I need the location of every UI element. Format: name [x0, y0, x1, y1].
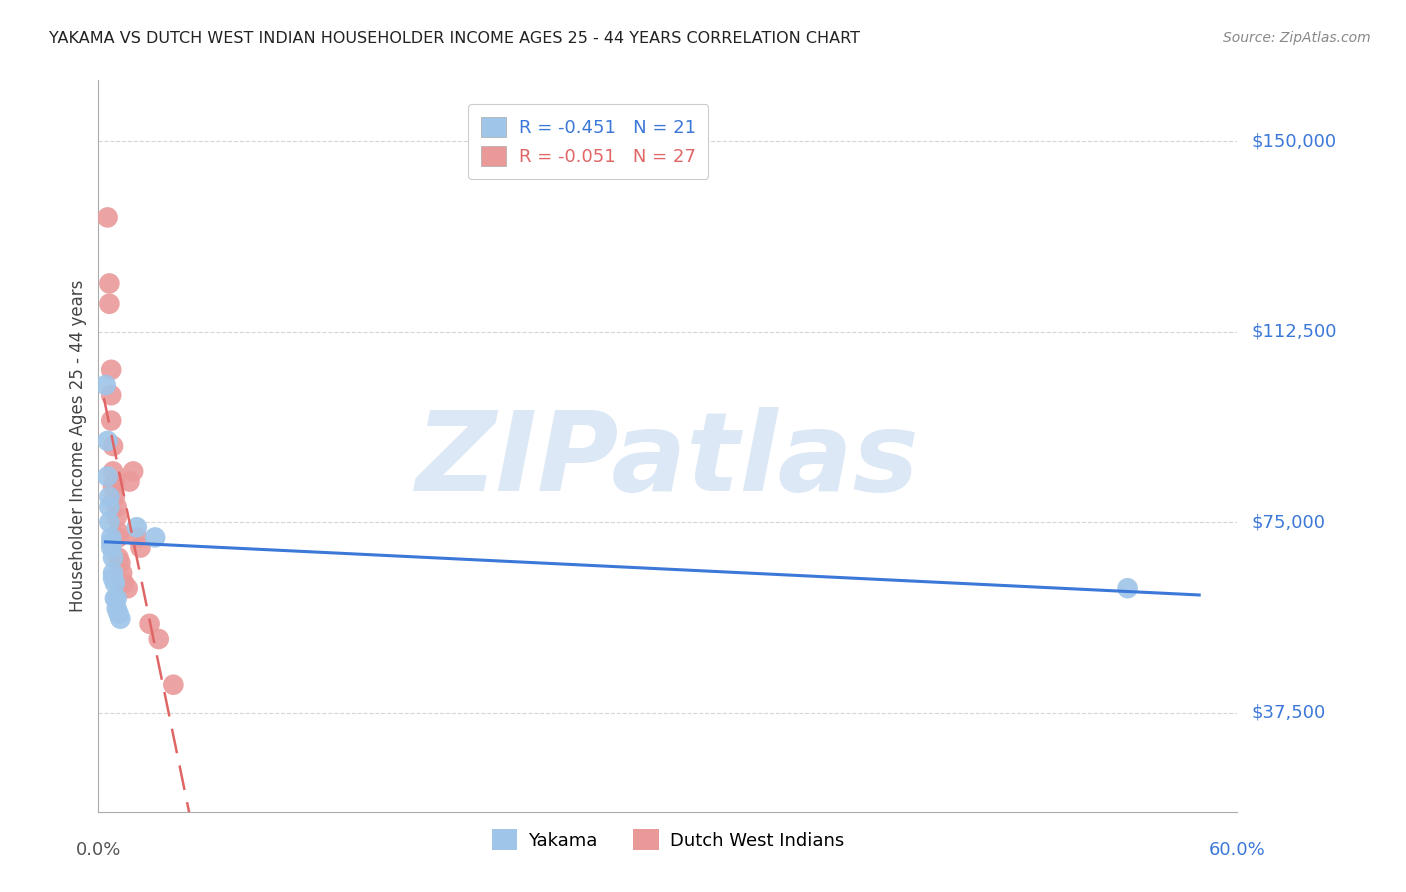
Point	[148, 632, 170, 646]
Point	[111, 566, 134, 580]
Point	[104, 576, 127, 591]
Point	[97, 469, 120, 483]
Point	[98, 500, 121, 514]
Point	[98, 297, 121, 311]
Point	[110, 612, 132, 626]
Point	[105, 500, 128, 514]
Text: $150,000: $150,000	[1251, 132, 1336, 150]
Point	[98, 515, 121, 529]
Point	[98, 277, 121, 291]
Point	[98, 490, 121, 504]
Point	[125, 520, 148, 534]
Point	[101, 480, 124, 494]
Point	[125, 530, 148, 544]
Text: $112,500: $112,500	[1251, 323, 1337, 341]
Point	[117, 581, 139, 595]
Point	[105, 591, 128, 606]
Point	[107, 550, 129, 565]
Point	[97, 211, 120, 225]
Point	[100, 530, 122, 544]
Point	[104, 490, 127, 504]
Text: ZIPatlas: ZIPatlas	[416, 407, 920, 514]
Point	[100, 535, 122, 549]
Point	[100, 363, 122, 377]
Point	[101, 571, 124, 585]
Point	[112, 576, 135, 591]
Point	[105, 510, 128, 524]
Point	[101, 550, 124, 565]
Text: $37,500: $37,500	[1251, 704, 1326, 722]
Point	[100, 388, 122, 402]
Point	[1116, 581, 1139, 595]
Point	[118, 475, 141, 489]
Point	[100, 414, 122, 428]
Text: 0.0%: 0.0%	[76, 841, 121, 859]
Point	[97, 434, 120, 448]
Point	[122, 464, 145, 478]
Point	[138, 616, 160, 631]
Point	[129, 541, 152, 555]
Point	[101, 464, 124, 478]
Text: $75,000: $75,000	[1251, 513, 1326, 532]
Text: 60.0%: 60.0%	[1209, 841, 1265, 859]
Point	[100, 541, 122, 555]
Legend: Yakama, Dutch West Indians: Yakama, Dutch West Indians	[485, 822, 851, 857]
Point	[101, 566, 124, 580]
Point	[107, 525, 129, 540]
Point	[110, 556, 132, 570]
Point	[94, 378, 117, 392]
Point	[101, 439, 124, 453]
Point	[107, 607, 129, 621]
Point	[143, 530, 166, 544]
Point	[104, 591, 127, 606]
Text: YAKAMA VS DUTCH WEST INDIAN HOUSEHOLDER INCOME AGES 25 - 44 YEARS CORRELATION CH: YAKAMA VS DUTCH WEST INDIAN HOUSEHOLDER …	[49, 31, 860, 46]
Point	[107, 530, 129, 544]
Point	[104, 475, 127, 489]
Point	[162, 678, 184, 692]
Y-axis label: Householder Income Ages 25 - 44 years: Householder Income Ages 25 - 44 years	[69, 280, 87, 612]
Point	[105, 601, 128, 615]
Text: Source: ZipAtlas.com: Source: ZipAtlas.com	[1223, 31, 1371, 45]
